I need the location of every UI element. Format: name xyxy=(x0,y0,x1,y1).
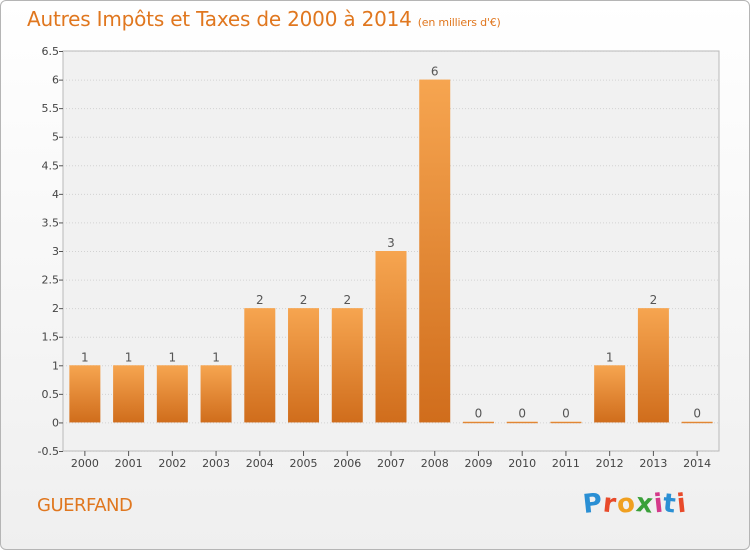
data-label-2006: 2 xyxy=(343,293,351,307)
chart-subtitle: (en milliers d'€) xyxy=(417,16,501,29)
y-tick-label: 0 xyxy=(52,416,59,429)
data-label-2010: 0 xyxy=(518,407,526,421)
y-axis: -0.5 0 0.5 1 1.5 2 2.5 3 3.5 4 4.5 5 5.5 6 6.5 xyxy=(38,45,63,458)
x-tick-label-2007: 2007 xyxy=(377,457,405,470)
x-tick-label-2006: 2006 xyxy=(333,457,361,470)
data-label-2005: 2 xyxy=(300,293,308,307)
x-tick-label-2011: 2011 xyxy=(552,457,580,470)
x-tick-label-2010: 2010 xyxy=(508,457,536,470)
data-label-2000: 1 xyxy=(81,350,89,364)
data-label-2007: 3 xyxy=(387,236,395,250)
y-tick-label: 1 xyxy=(52,359,59,372)
x-axis: 2000 2001 2002 2003 2004 2005 2006 2007 2008 2009… xyxy=(71,451,711,470)
y-tick-label: 1.5 xyxy=(42,331,60,344)
data-label-2001: 1 xyxy=(125,350,133,364)
y-tick-label: -0.5 xyxy=(38,445,59,458)
bar-2006 xyxy=(331,308,363,423)
bar-2002 xyxy=(156,365,188,423)
data-label-2002: 1 xyxy=(169,350,177,364)
y-tick-label: 2.5 xyxy=(42,274,60,287)
y-tick-label: 5 xyxy=(52,131,59,144)
bar-2014 xyxy=(681,421,713,424)
data-label-2004: 2 xyxy=(256,293,264,307)
bar-2011 xyxy=(550,421,582,424)
bar-2000 xyxy=(69,365,101,423)
y-tick-label: 4.5 xyxy=(42,159,60,172)
bars: 1 1 1 1 2 2 2 3 6 0 0 0 1 2 0 xyxy=(69,65,713,424)
data-label-2014: 0 xyxy=(693,407,701,421)
x-tick-label-2013: 2013 xyxy=(639,457,667,470)
y-tick-label: 0.5 xyxy=(42,388,60,401)
data-label-2011: 0 xyxy=(562,407,570,421)
bar-2013 xyxy=(637,308,669,423)
chart-title-main: Autres Impôts et Taxes de 2000 à 2014 xyxy=(27,7,412,31)
x-tick-label-2014: 2014 xyxy=(683,457,711,470)
bar-2001 xyxy=(113,365,145,423)
y-tick-label: 2 xyxy=(52,302,59,315)
x-tick-label-2001: 2001 xyxy=(115,457,143,470)
x-tick-label-2003: 2003 xyxy=(202,457,230,470)
chart-title: Autres Impôts et Taxes de 2000 à 2014 (en… xyxy=(27,7,501,31)
logo-letter: i xyxy=(675,488,689,520)
bar-2004 xyxy=(244,308,276,423)
y-tick-label: 5.5 xyxy=(42,102,60,115)
y-tick-label: 3 xyxy=(52,245,59,258)
data-label-2012: 1 xyxy=(606,350,614,364)
x-tick-label-2005: 2005 xyxy=(290,457,318,470)
x-tick-label-2008: 2008 xyxy=(421,457,449,470)
bar-2003 xyxy=(200,365,232,423)
bar-2005 xyxy=(288,308,320,423)
bar-2010 xyxy=(506,421,538,424)
x-tick-label-2000: 2000 xyxy=(71,457,99,470)
x-tick-label-2002: 2002 xyxy=(158,457,186,470)
x-tick-label-2012: 2012 xyxy=(596,457,624,470)
commune-name: GUERFAND xyxy=(37,495,133,516)
bar-2009 xyxy=(462,421,494,424)
data-label-2003: 1 xyxy=(212,350,220,364)
y-tick-label: 6.5 xyxy=(42,45,60,58)
y-tick-label: 6 xyxy=(52,74,59,87)
y-tick-label: 3.5 xyxy=(42,216,60,229)
data-label-2008: 6 xyxy=(431,65,439,79)
bar-2012 xyxy=(594,365,626,423)
x-tick-label-2004: 2004 xyxy=(246,457,274,470)
data-label-2013: 2 xyxy=(650,293,658,307)
bar-2008 xyxy=(419,79,451,423)
data-label-2009: 0 xyxy=(475,407,483,421)
proxiti-logo: Proxiti xyxy=(581,488,689,520)
y-tick-label: 4 xyxy=(52,188,59,201)
bar-2007 xyxy=(375,251,407,423)
x-tick-label-2009: 2009 xyxy=(464,457,492,470)
